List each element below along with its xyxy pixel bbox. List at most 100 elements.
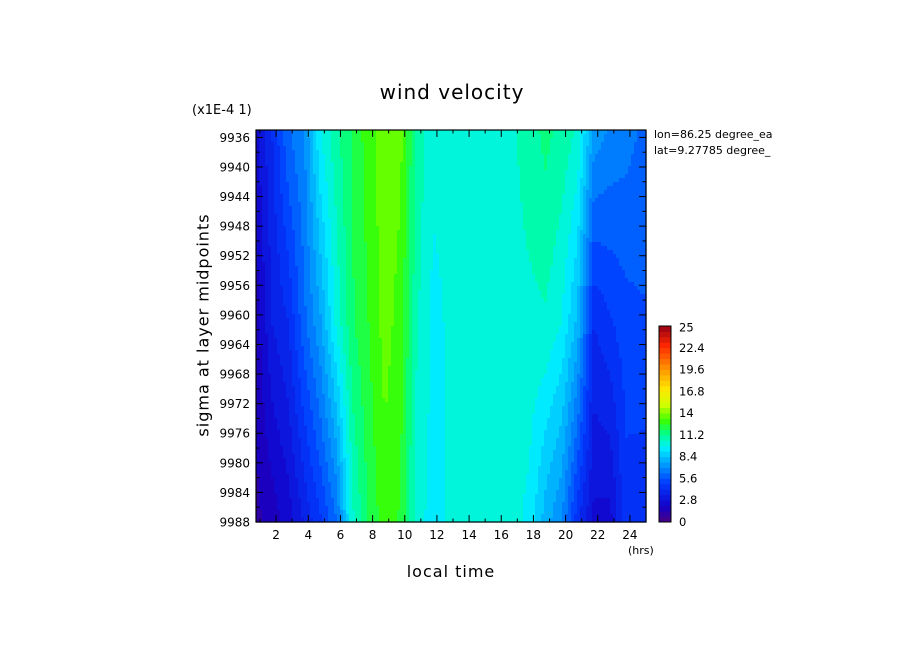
heat-cell — [619, 242, 623, 247]
heat-cell — [379, 214, 383, 219]
heat-cell — [406, 186, 410, 191]
heat-cell — [625, 142, 629, 147]
heat-cell — [502, 190, 506, 195]
heat-cell — [364, 230, 368, 235]
heat-cell — [418, 178, 422, 183]
heat-cell — [364, 146, 368, 151]
heat-cell — [589, 186, 593, 191]
heat-cell — [310, 218, 314, 223]
heat-cell — [340, 174, 344, 179]
heat-cell — [532, 210, 536, 215]
heat-cell — [607, 242, 611, 247]
heat-cell — [457, 222, 461, 227]
heat-cell — [583, 130, 587, 135]
heat-cell — [544, 194, 548, 199]
heat-cell — [631, 178, 635, 183]
heat-cell — [472, 138, 476, 143]
heat-cell — [514, 150, 518, 155]
heat-cell — [373, 158, 377, 163]
heat-cell — [610, 194, 614, 199]
heat-cell — [310, 170, 314, 175]
heat-cell — [643, 202, 647, 207]
heat-cell — [319, 146, 323, 151]
heat-cell — [565, 202, 569, 207]
heat-cell — [367, 206, 371, 211]
heat-cell — [571, 238, 575, 243]
heat-cell — [265, 170, 269, 175]
heat-cell — [298, 162, 302, 167]
heat-cell — [421, 226, 425, 231]
heat-cell — [298, 226, 302, 231]
heat-cell — [424, 182, 428, 187]
heat-cell — [643, 158, 647, 163]
heat-cell — [619, 214, 623, 219]
heat-cell — [307, 238, 311, 243]
heat-cell — [517, 234, 521, 239]
heat-cell — [403, 182, 407, 187]
heat-cell — [436, 130, 440, 135]
heat-cell — [577, 206, 581, 211]
heat-cell — [439, 150, 443, 155]
heat-cell — [328, 230, 332, 235]
heat-cell — [313, 182, 317, 187]
heat-cell — [448, 142, 452, 147]
heat-cell — [349, 166, 353, 171]
heat-cell — [301, 170, 305, 175]
heat-cell — [448, 162, 452, 167]
heat-cell — [289, 138, 293, 143]
heat-cell — [493, 190, 497, 195]
heat-cell — [601, 134, 605, 139]
heat-cell — [634, 190, 638, 195]
heat-cell — [574, 190, 578, 195]
heat-cell — [352, 138, 356, 143]
heat-cell — [493, 162, 497, 167]
heat-cell — [310, 234, 314, 239]
heat-cell — [274, 218, 278, 223]
heat-cell — [496, 174, 500, 179]
heat-cell — [409, 130, 413, 135]
heat-cell — [574, 230, 578, 235]
heat-cell — [643, 162, 647, 167]
heat-cell — [616, 250, 620, 255]
heat-cell — [529, 146, 533, 151]
heat-cell — [601, 246, 605, 251]
heat-cell — [286, 174, 290, 179]
heat-cell — [343, 182, 347, 187]
heat-cell — [388, 250, 392, 255]
heat-cell — [529, 238, 533, 243]
heat-cell — [604, 146, 608, 151]
heat-cell — [583, 138, 587, 143]
heat-cell — [415, 246, 419, 251]
heat-cell — [430, 186, 434, 191]
heat-cell — [325, 130, 329, 135]
heat-cell — [625, 178, 629, 183]
heat-cell — [394, 166, 398, 171]
heat-cell — [523, 166, 527, 171]
heat-cell — [280, 154, 284, 159]
heat-cell — [577, 242, 581, 247]
heat-cell — [424, 154, 428, 159]
heat-cell — [460, 130, 464, 135]
heat-cell — [343, 242, 347, 247]
heat-cell — [616, 238, 620, 243]
heat-cell — [580, 158, 584, 163]
heat-cell — [637, 238, 641, 243]
heat-cell — [298, 154, 302, 159]
heat-cell — [334, 154, 338, 159]
heat-cell — [622, 238, 626, 243]
heat-cell — [559, 166, 563, 171]
heat-cell — [553, 210, 557, 215]
heat-cell — [445, 222, 449, 227]
heat-cell — [400, 210, 404, 215]
heat-cell — [508, 214, 512, 219]
heat-cell — [595, 170, 599, 175]
heat-cell — [262, 230, 266, 235]
heat-cell — [478, 166, 482, 171]
heat-cell — [406, 218, 410, 223]
heat-cell — [610, 210, 614, 215]
heat-cell — [262, 142, 266, 147]
heat-cell — [334, 246, 338, 251]
heat-cell — [394, 134, 398, 139]
heat-cell — [421, 178, 425, 183]
heat-cell — [544, 166, 548, 171]
